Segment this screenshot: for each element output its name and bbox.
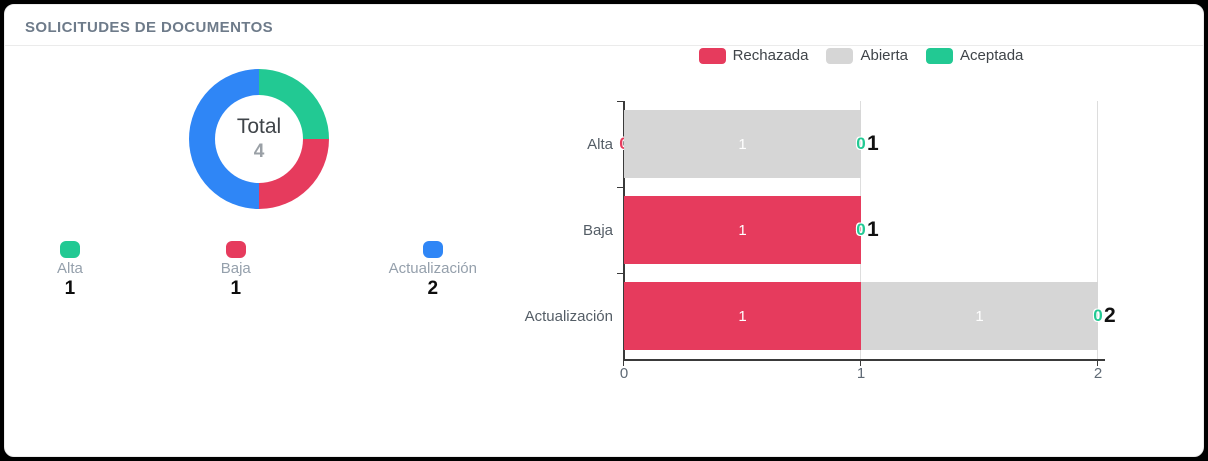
zero-value-label-aceptada: 0 bbox=[1093, 306, 1103, 325]
bar-segment-rechazada[interactable]: 1 bbox=[624, 196, 861, 264]
bar-total-label: 2 bbox=[1104, 304, 1116, 327]
bar-legend-swatch-icon bbox=[826, 47, 854, 64]
y-axis-tick bbox=[617, 273, 624, 274]
x-axis-tick bbox=[1097, 361, 1098, 366]
donut-legend-value: 2 bbox=[427, 278, 439, 299]
donut-legend-item-0[interactable]: Alta 1 bbox=[57, 241, 83, 300]
donut-legend-item-1[interactable]: Baja 1 bbox=[221, 241, 251, 300]
bar-legend-item-aceptada[interactable]: Aceptada bbox=[926, 47, 1023, 64]
bar-legend-label: Aceptada bbox=[960, 47, 1024, 64]
donut-legend-swatch-icon bbox=[422, 241, 443, 258]
category-label-2: Baja bbox=[582, 221, 613, 239]
x-axis-tick bbox=[860, 361, 861, 366]
donut-legend-label: Alta bbox=[57, 260, 83, 277]
zero-value-label-aceptada: 0 bbox=[856, 220, 866, 239]
bar-segment-value: 1 bbox=[975, 307, 984, 325]
donut-legend-label: Baja bbox=[220, 260, 251, 277]
bar-total-label: 1 bbox=[867, 132, 879, 155]
solicitudes-documentos-card: SOLICITUDES DE DOCUMENTOS Total 4 Alta 1 B… bbox=[4, 4, 1204, 457]
bar-legend-label: Rechazada bbox=[732, 47, 809, 64]
bar-legend-item-abierta[interactable]: Abierta bbox=[826, 47, 908, 64]
y-axis-tick bbox=[617, 187, 624, 188]
bar-legend-item-rechazada[interactable]: Rechazada bbox=[698, 47, 809, 64]
donut-legend: Alta 1 Baja 1 Actualización 2 bbox=[57, 241, 477, 300]
x-axis-tick bbox=[623, 361, 624, 366]
x-axis-line bbox=[623, 359, 1105, 361]
category-label-1: Alta bbox=[587, 135, 613, 153]
donut-center: Total 4 bbox=[215, 95, 303, 183]
bar-legend-label: Abierta bbox=[860, 47, 909, 64]
title-divider bbox=[5, 45, 1203, 46]
donut-legend-label: Actualización bbox=[388, 260, 477, 277]
x-tick-label: 2 bbox=[1093, 365, 1103, 382]
panel-title: SOLICITUDES DE DOCUMENTOS bbox=[25, 19, 274, 36]
donut-legend-item-2[interactable]: Actualización 2 bbox=[389, 241, 477, 300]
donut-total-label: Total bbox=[236, 115, 282, 138]
bar-segment-value: 1 bbox=[738, 135, 747, 153]
donut-chart[interactable]: Total 4 bbox=[189, 69, 329, 209]
category-label-3: Actualización bbox=[524, 307, 613, 325]
gridline-x-2 bbox=[1097, 101, 1098, 359]
donut-total-value: 4 bbox=[253, 141, 265, 162]
bar-segment-value: 1 bbox=[738, 221, 747, 239]
bar-segment-abierta[interactable]: 1 bbox=[861, 282, 1098, 350]
zero-value-label-aceptada: 0 bbox=[856, 134, 866, 153]
bar-segment-rechazada[interactable]: 1 bbox=[624, 282, 861, 350]
donut-legend-swatch-icon bbox=[59, 241, 80, 258]
bar-total-label: 1 bbox=[867, 218, 879, 241]
bar-chart-plot: 012Alta0101Baja1001Actualización1102 bbox=[525, 101, 1116, 382]
donut-legend-swatch-icon bbox=[225, 241, 246, 258]
bar-legend-swatch-icon bbox=[698, 47, 726, 64]
zero-value-label-abierta: 0 bbox=[856, 220, 866, 239]
x-tick-label: 1 bbox=[856, 365, 866, 382]
bar-segment-abierta[interactable]: 1 bbox=[624, 110, 861, 178]
donut-legend-value: 1 bbox=[230, 278, 242, 299]
bar-chart-legend: Rechazada Abierta Aceptada bbox=[624, 47, 1098, 64]
y-axis-tick bbox=[617, 101, 624, 102]
x-tick-label: 0 bbox=[619, 365, 629, 382]
donut-legend-value: 1 bbox=[64, 278, 76, 299]
bar-legend-swatch-icon bbox=[926, 47, 954, 64]
bar-segment-value: 1 bbox=[738, 307, 747, 325]
